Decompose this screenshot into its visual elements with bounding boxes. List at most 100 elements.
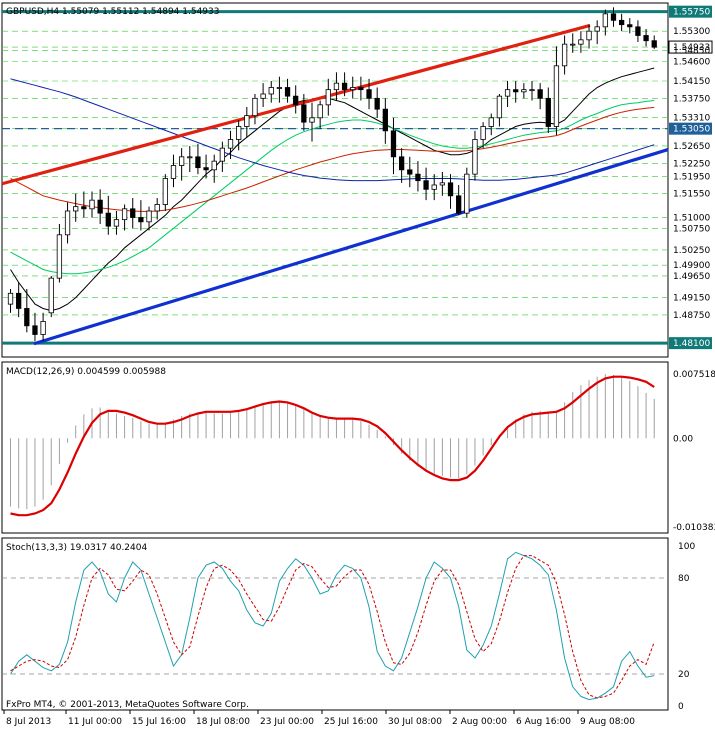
candle-body [7, 292, 14, 305]
candle-body [284, 87, 291, 97]
candle-body [89, 199, 95, 210]
candle-body [317, 104, 323, 119]
price-label-box [669, 122, 712, 135]
candle [7, 288, 14, 313]
candle [333, 72, 340, 101]
candle-body [464, 173, 470, 214]
candle [488, 113, 494, 136]
stoch-tick-label: 80 [678, 574, 690, 584]
candle-body [504, 89, 511, 97]
price-label-box [669, 337, 712, 350]
candle-body [154, 204, 160, 212]
price-tick-label: 1.53750 [673, 94, 710, 104]
candle [130, 197, 136, 229]
price-tick-label: 1.51950 [673, 172, 710, 182]
candle-body [513, 89, 519, 93]
candle [227, 130, 234, 159]
candle-body [480, 126, 486, 140]
candle-body [447, 182, 454, 197]
candle [439, 171, 446, 196]
candle [341, 72, 348, 97]
macd-tick-label: 0.007518 [673, 370, 715, 380]
candle-body [260, 93, 266, 99]
candle-body [643, 35, 649, 42]
candle [325, 78, 331, 116]
candle [244, 106, 250, 138]
candle-body [203, 167, 209, 171]
candle-body [561, 43, 568, 67]
candle [545, 87, 551, 133]
candle [464, 167, 470, 218]
candle [594, 20, 600, 45]
macd-tick-label: -0.010383 [673, 523, 715, 533]
candle [195, 143, 201, 175]
candle [284, 78, 291, 103]
candle-body [415, 173, 421, 182]
candle-body [121, 208, 128, 221]
candle-body [40, 321, 46, 335]
candle-body [178, 156, 185, 166]
candle-body [602, 13, 608, 28]
moving-average-line [10, 100, 655, 275]
candle-body [301, 104, 307, 123]
stoch-tick-label: 100 [678, 542, 695, 552]
candle-body [366, 89, 372, 99]
price-tick-label: 1.55750 [673, 8, 710, 18]
price-tick-label: 1.49650 [673, 272, 710, 282]
macd-signal-line [10, 375, 655, 517]
candle [521, 83, 527, 99]
stoch-tick-label: 0 [678, 702, 684, 712]
candle-body [138, 217, 144, 223]
candle-body [439, 182, 446, 186]
x-tick-label: 9 Aug 08:00 [580, 717, 635, 727]
x-tick-label: 2 Aug 00:00 [452, 717, 507, 727]
candle-body [146, 210, 152, 223]
candle-body [431, 184, 437, 190]
candle-body [24, 308, 30, 327]
price-tick-label: 1.48100 [673, 339, 710, 349]
x-tick-label: 23 Jul 00:00 [260, 717, 314, 727]
candle-body [398, 156, 405, 171]
candle [480, 122, 486, 149]
candle [178, 148, 185, 181]
price-tick-label: 1.54150 [673, 77, 710, 87]
candle-body [537, 89, 543, 99]
candle [56, 223, 63, 283]
price-tick-label: 1.54933 [673, 43, 710, 53]
candle [40, 312, 46, 341]
price-tick-label: 1.52250 [673, 159, 710, 169]
stoch-panel: 100 80 20 0 [2, 542, 695, 712]
candle [170, 154, 177, 188]
x-tick-label: 30 Jul 08:00 [388, 717, 442, 727]
price-tick-label: 1.52650 [673, 142, 710, 152]
price-tick-label: 1.54600 [673, 57, 710, 67]
candle-body [529, 89, 535, 92]
candle [513, 80, 519, 103]
candle-body [407, 169, 413, 175]
candle [113, 210, 120, 235]
candle-body [521, 89, 527, 93]
price-tick-label: 1.53050 [673, 125, 710, 135]
candle-body [244, 115, 250, 127]
price-tick-label: 1.55300 [673, 27, 710, 37]
x-tick-label: 15 Jul 16:00 [132, 717, 186, 727]
candle [16, 282, 22, 318]
candle [154, 197, 160, 220]
candle [553, 46, 560, 136]
x-tick-label: 8 Jul 2013 [6, 717, 51, 727]
candle [89, 191, 95, 218]
candle-body [570, 43, 576, 46]
candle [586, 24, 592, 49]
moving-average-line [10, 78, 655, 182]
candle-body [268, 87, 274, 95]
copyright-footer: FxPro MT4, © 2001-2013, MetaQuotes Softw… [6, 700, 249, 710]
candle-body [586, 30, 592, 41]
x-tick-label: 18 Jul 08:00 [196, 717, 250, 727]
stoch-d-line [10, 555, 655, 699]
price-tick-label: 1.49150 [673, 294, 710, 304]
chart-frame [1, 2, 669, 711]
candle [570, 33, 576, 53]
candle-body [309, 117, 315, 123]
